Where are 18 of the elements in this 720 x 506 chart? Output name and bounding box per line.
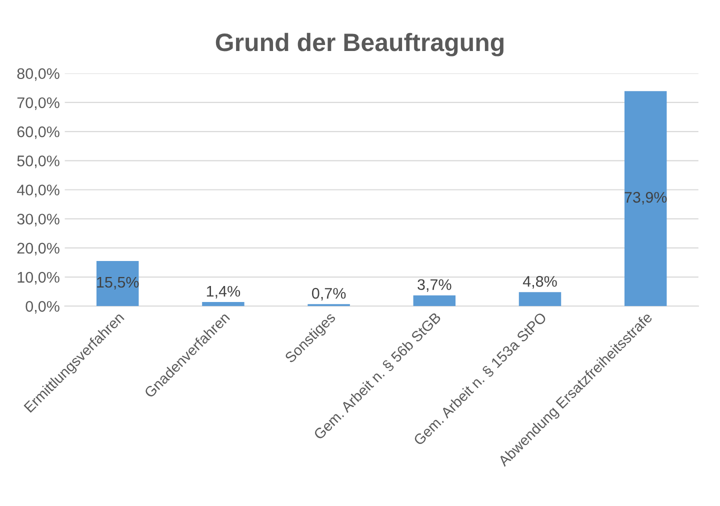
y-tick-label: 60,0% xyxy=(17,126,60,140)
y-tick-label: 70,0% xyxy=(17,97,60,110)
data-label: 4,8% xyxy=(522,276,557,289)
chart-title: Grund der Beauftragung xyxy=(216,32,504,56)
bar xyxy=(202,302,244,306)
data-label: 3,7% xyxy=(418,279,452,292)
data-label: 1,4% xyxy=(206,286,240,299)
y-tick-label: 30,0% xyxy=(17,214,60,226)
bar xyxy=(518,292,562,306)
y-tick-label: 80,0% xyxy=(17,68,60,81)
bar xyxy=(413,295,456,306)
y-tick-label: 10,0% xyxy=(18,272,60,285)
y-tick-label: 50,0% xyxy=(17,156,60,168)
y-tick-label: 0,0% xyxy=(26,301,60,314)
bar xyxy=(624,91,667,306)
y-tick-label: 20,0% xyxy=(17,242,60,256)
y-tick-label: 40,0% xyxy=(16,184,60,198)
data-label: 0,7% xyxy=(312,288,346,301)
